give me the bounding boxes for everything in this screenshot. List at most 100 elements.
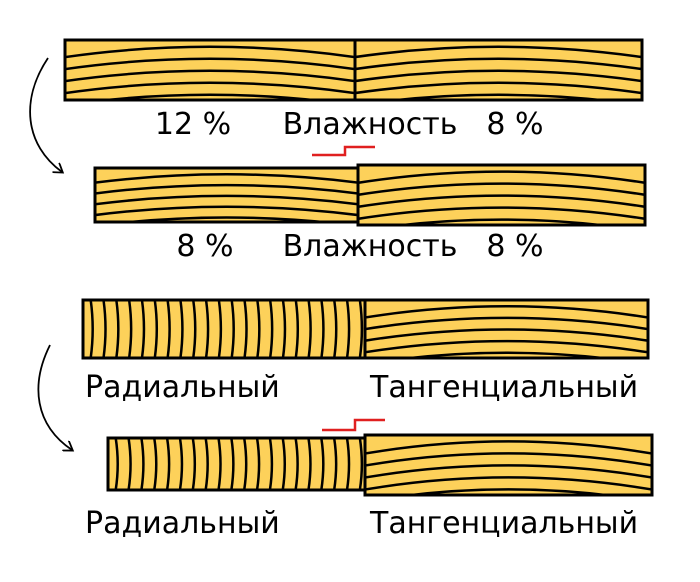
grain-line	[332, 438, 338, 490]
grain-line	[281, 438, 287, 490]
grain-line	[355, 57, 642, 71]
grain-line	[191, 300, 197, 358]
grain-line	[345, 438, 351, 490]
grain-line	[365, 476, 652, 491]
cut-right: Тангенциальный	[369, 370, 638, 405]
moisture-label: Влажность	[283, 107, 458, 142]
arrow	[37, 344, 72, 450]
grain	[95, 173, 358, 222]
grain-line	[355, 45, 642, 59]
grain-line	[204, 438, 209, 490]
grain-line	[358, 300, 364, 358]
grain-line	[153, 438, 158, 490]
grain-line	[179, 300, 184, 358]
grain-line	[65, 81, 355, 95]
grain-line	[117, 216, 336, 222]
board-outline	[356, 163, 647, 227]
cut-left: Радиальный	[85, 506, 280, 541]
grain-line	[400, 488, 617, 495]
boards	[63, 38, 654, 497]
grain-line	[365, 328, 648, 342]
grain-line	[307, 438, 312, 490]
board-outline	[363, 298, 650, 360]
grain-line	[115, 300, 120, 358]
grain-line	[268, 438, 274, 490]
grain	[365, 305, 648, 358]
cut-left: Радиальный	[85, 370, 280, 405]
grain-line	[365, 452, 652, 467]
grain-line	[89, 300, 94, 358]
grain	[65, 45, 355, 100]
grain-line	[140, 438, 145, 490]
grain-line	[65, 57, 355, 71]
cut-right: Тангенциальный	[369, 506, 638, 541]
grain	[355, 45, 642, 100]
grain-line	[358, 194, 645, 209]
grain-line	[355, 69, 642, 83]
grain-line	[166, 300, 171, 358]
grain-line	[358, 170, 645, 185]
grain-line	[398, 351, 615, 358]
grain	[89, 300, 364, 358]
arrow	[29, 57, 62, 172]
grain-line	[153, 300, 159, 358]
grain-line	[217, 300, 223, 358]
grain-line	[365, 316, 648, 331]
board-outline	[363, 433, 654, 497]
grain-line	[230, 300, 235, 358]
grain-line	[294, 438, 299, 490]
grain-line	[307, 300, 312, 358]
grain-line	[217, 438, 222, 490]
grain-line	[355, 81, 642, 95]
moisture-left: 12 %	[155, 107, 231, 142]
grain-line	[365, 339, 648, 354]
moisture-label: Влажность	[283, 229, 458, 264]
grain-line	[127, 300, 133, 358]
grain-line	[165, 438, 171, 490]
grain-line	[345, 300, 351, 358]
grain-line	[95, 183, 358, 195]
grain-line	[365, 440, 652, 455]
grain-line	[358, 438, 364, 490]
grain	[358, 170, 645, 225]
grain-line	[140, 300, 146, 358]
grain-line	[230, 438, 235, 490]
moisture-right: 8 %	[486, 107, 543, 142]
grain-line	[358, 206, 645, 221]
grain-line	[320, 438, 325, 490]
grain-line	[95, 205, 358, 217]
grain-line	[332, 300, 338, 358]
grain-line	[365, 464, 652, 479]
grain-line	[365, 305, 648, 319]
grain-line	[114, 438, 119, 490]
grain	[114, 438, 364, 490]
grain-line	[358, 182, 645, 197]
grain-line	[243, 300, 248, 358]
grain-line	[256, 300, 261, 358]
board-outline	[353, 38, 644, 102]
step-mark	[322, 418, 385, 432]
grain-line	[95, 194, 358, 206]
grain-line	[95, 173, 358, 184]
grain-line	[391, 218, 612, 225]
moisture-left: 8 %	[176, 229, 233, 264]
grain	[365, 440, 652, 495]
grain-line	[255, 438, 261, 490]
moisture-right: 8 %	[486, 229, 543, 264]
grain-line	[191, 438, 197, 490]
grain-line	[204, 300, 210, 358]
grain-line	[242, 438, 248, 490]
board-piece	[106, 436, 367, 492]
grain-line	[384, 93, 613, 100]
grain-line	[281, 300, 287, 358]
grain-line	[127, 438, 132, 490]
grain-line	[102, 300, 107, 358]
grain-line	[65, 69, 355, 83]
grain-line	[65, 45, 355, 59]
grain-line	[268, 300, 274, 358]
grain-line	[294, 300, 300, 358]
step-mark	[312, 145, 375, 157]
grain-line	[178, 438, 184, 490]
